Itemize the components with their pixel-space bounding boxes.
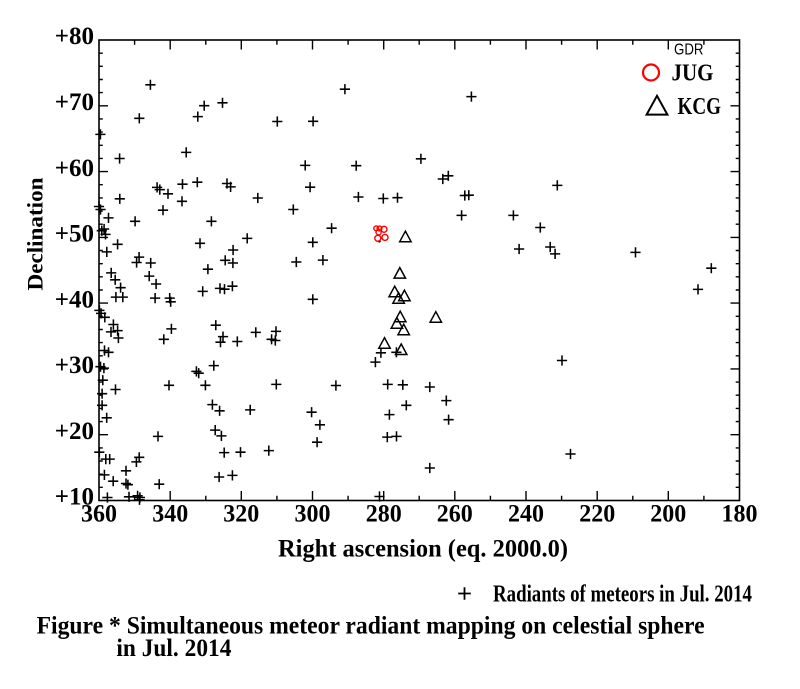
- svg-text:+30: +30: [55, 352, 94, 379]
- svg-text:+10: +10: [55, 484, 94, 511]
- svg-text:Declination: Declination: [23, 178, 48, 291]
- svg-text:in Jul. 2014: in Jul. 2014: [116, 635, 231, 662]
- svg-text:GDR: GDR: [674, 42, 704, 59]
- svg-text:280: 280: [366, 501, 402, 528]
- svg-text:KCG: KCG: [678, 94, 722, 120]
- svg-text:320: 320: [223, 501, 259, 528]
- svg-text:220: 220: [579, 501, 615, 528]
- svg-text:+40: +40: [55, 286, 94, 313]
- svg-text:Radiants of meteors in Jul. 20: Radiants of meteors in Jul. 2014: [493, 581, 752, 607]
- svg-text:340: 340: [152, 501, 188, 528]
- svg-text:Figure * Simultaneous meteor r: Figure * Simultaneous meteor radiant map…: [37, 613, 705, 640]
- svg-text:360: 360: [81, 501, 117, 528]
- svg-text:+60: +60: [55, 155, 94, 182]
- svg-text:240: 240: [508, 501, 544, 528]
- svg-text:+50: +50: [55, 221, 94, 248]
- svg-text:300: 300: [295, 501, 331, 528]
- svg-text:Right ascension (eq. 2000.0): Right ascension (eq. 2000.0): [278, 536, 568, 563]
- svg-text:+20: +20: [55, 418, 94, 445]
- svg-text:+70: +70: [55, 89, 94, 116]
- svg-text:260: 260: [437, 501, 473, 528]
- svg-text:180: 180: [722, 501, 758, 528]
- svg-text:JUG: JUG: [672, 61, 714, 87]
- svg-text:+80: +80: [55, 23, 94, 50]
- svg-text:200: 200: [650, 501, 686, 528]
